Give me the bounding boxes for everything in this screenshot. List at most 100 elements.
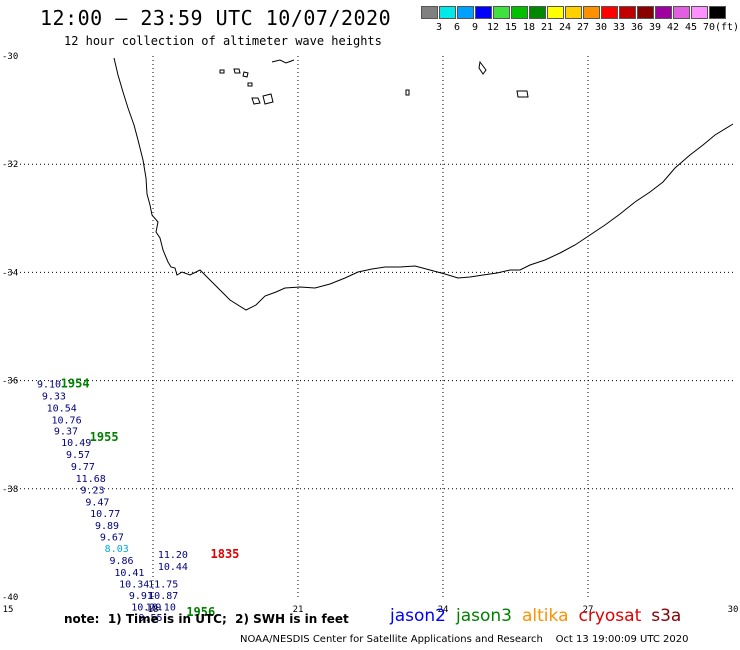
legend-swatch (439, 6, 456, 19)
legend-swatch (493, 6, 510, 19)
lon-tick-label: 30 (728, 605, 739, 615)
island-7 (478, 60, 487, 75)
wave-height-label: 9.47 (85, 498, 109, 509)
wave-observations: 9.109.3310.5410.769.3710.499.579.7711.68… (37, 380, 188, 624)
legend-label: 42 (666, 22, 680, 33)
wave-height-label: 10.87 (148, 591, 178, 602)
wave-height-label: 9.37 (54, 427, 78, 438)
island-5 (262, 93, 274, 105)
island-2 (233, 68, 241, 74)
axis-ticks: 15 18 21 24 27 30 -30 -32 -34 -36 -38 -40 (2, 52, 738, 615)
legend-label: 6 (453, 22, 461, 33)
lon-tick-label: 15 (3, 605, 14, 615)
wave-height-label: 9.89 (95, 521, 119, 532)
legend-swatch (673, 6, 690, 19)
credit-line: NOAA/NESDIS Center for Satellite Applica… (240, 634, 689, 645)
wave-height-label: 10.41 (114, 568, 144, 579)
satellite-label-s3a: s3a (651, 606, 682, 626)
wave-height-label: 9.33 (42, 392, 66, 403)
footnote: note: 1) Time is in UTC; 2) SWH is in fe… (64, 612, 349, 626)
legend-swatch (529, 6, 546, 19)
legend-swatch (547, 6, 564, 19)
wave-height-label: 10.44 (158, 562, 188, 573)
legend-swatch (565, 6, 582, 19)
wave-height-label: 10.54 (47, 403, 77, 414)
lon-tick-label: 21 (293, 605, 304, 615)
pass-time-label: 1955 (90, 430, 119, 444)
satellite-label-cryosat: cryosat (578, 606, 642, 626)
legend-label: 27 (576, 22, 590, 33)
wave-height-label: 8.03 (105, 544, 129, 555)
lat-tick-label: -40 (2, 593, 18, 603)
chart-title: 12:00 – 23:59 UTC 10/07/2020 (40, 6, 392, 30)
legend-unit: (ft) (715, 22, 740, 33)
wave-height-label: 9.23 (81, 486, 105, 497)
lon-tick-label: 27 (583, 605, 594, 615)
legend-label: 9 (471, 22, 479, 33)
lat-tick-label: -30 (2, 52, 18, 62)
lat-tick-label: -38 (2, 485, 18, 495)
wave-height-label: 11.75 (148, 579, 178, 590)
pass-time-label: 1835 (211, 547, 240, 561)
legend-label: 36 (630, 22, 644, 33)
chart-subtitle: 12 hour collection of altimeter wave hei… (64, 34, 382, 48)
wave-height-label: 10.29 (131, 603, 161, 614)
wave-height-label: 11.68 (76, 474, 106, 485)
pass-time-label: 1954 (61, 377, 90, 391)
island-6 (271, 59, 295, 64)
legend-swatch (655, 6, 672, 19)
pass-time-label: 1956 (186, 605, 215, 619)
island-4 (251, 97, 261, 105)
legend-swatch (601, 6, 618, 19)
wave-height-label: 9.55 (139, 613, 163, 624)
wave-height-label: 9.77 (71, 462, 95, 473)
time-labels: 1954 1955 1835 1956 (61, 377, 240, 619)
legend-swatch (619, 6, 636, 19)
island-9 (516, 90, 529, 98)
legend-swatch (637, 6, 654, 19)
legend-swatch (421, 6, 438, 19)
coastline-path (113, 57, 734, 311)
wave-height-label: 10.49 (61, 438, 91, 449)
grid-lines (8, 56, 733, 597)
lat-tick-label: -36 (2, 377, 18, 387)
legend-swatch (511, 6, 528, 19)
satellite-legend: jason2 jason3 altika cryosat s3a (390, 606, 691, 626)
wave-height-label: 9.86 (110, 556, 134, 567)
legend-swatch (583, 6, 600, 19)
wave-height-label: 10.77 (90, 509, 120, 520)
lat-tick-label: -34 (2, 268, 18, 278)
lon-tick-label: 24 (438, 605, 449, 615)
lon-tick-label: 18 (148, 605, 159, 615)
legend-label: 12 (486, 22, 500, 33)
island-10 (247, 82, 253, 87)
coastline (113, 57, 734, 311)
legend-label: 45 (684, 22, 698, 33)
satellite-label-jason2: jason2 (390, 606, 446, 626)
legend-label: 70 (702, 22, 716, 33)
legend-swatch (475, 6, 492, 19)
legend-label: 3 (435, 22, 443, 33)
wave-height-label: 9.10 (37, 380, 61, 391)
wave-height-label: 9.67 (100, 533, 124, 544)
legend-swatch (691, 6, 708, 19)
legend-swatch (457, 6, 474, 19)
lat-tick-label: -32 (2, 160, 18, 170)
satellite-label-altika: altika (522, 606, 569, 626)
island-3 (242, 71, 249, 78)
legend-swatch (709, 6, 726, 19)
island-8 (405, 89, 410, 96)
legend-label: 15 (504, 22, 518, 33)
legend-label: 33 (612, 22, 626, 33)
legend-label: 18 (522, 22, 536, 33)
wave-height-label: 10.34 (119, 579, 149, 590)
wave-height-label: 9.57 (66, 450, 90, 461)
wave-height-label: 11.20 (158, 550, 188, 561)
legend-label: 24 (558, 22, 572, 33)
legend-label: 21 (540, 22, 554, 33)
wave-height-label: 10.10 (146, 603, 176, 614)
wave-height-label: 9.91 (129, 591, 153, 602)
island-1 (219, 69, 225, 74)
legend-label: 39 (648, 22, 662, 33)
